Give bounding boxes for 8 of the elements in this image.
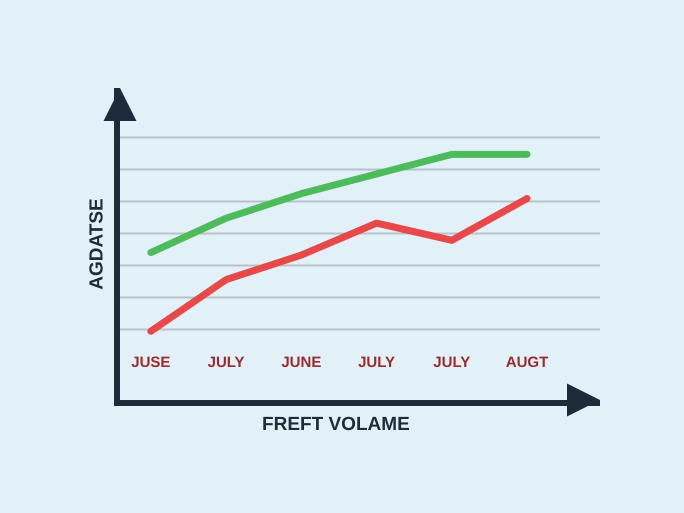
x-tick-label: JUNE xyxy=(281,354,322,371)
x-tick-label: JULY xyxy=(208,354,245,371)
x-tick-label: AUGT xyxy=(506,354,548,371)
x-tick-label: JULY xyxy=(358,354,396,371)
y-axis-title: AGDATSE xyxy=(86,198,108,290)
x-axis-title: FREFT VOLAME xyxy=(262,414,410,435)
x-tick-label: JULY xyxy=(433,354,470,371)
x-tick-label: JUSE xyxy=(131,354,170,371)
